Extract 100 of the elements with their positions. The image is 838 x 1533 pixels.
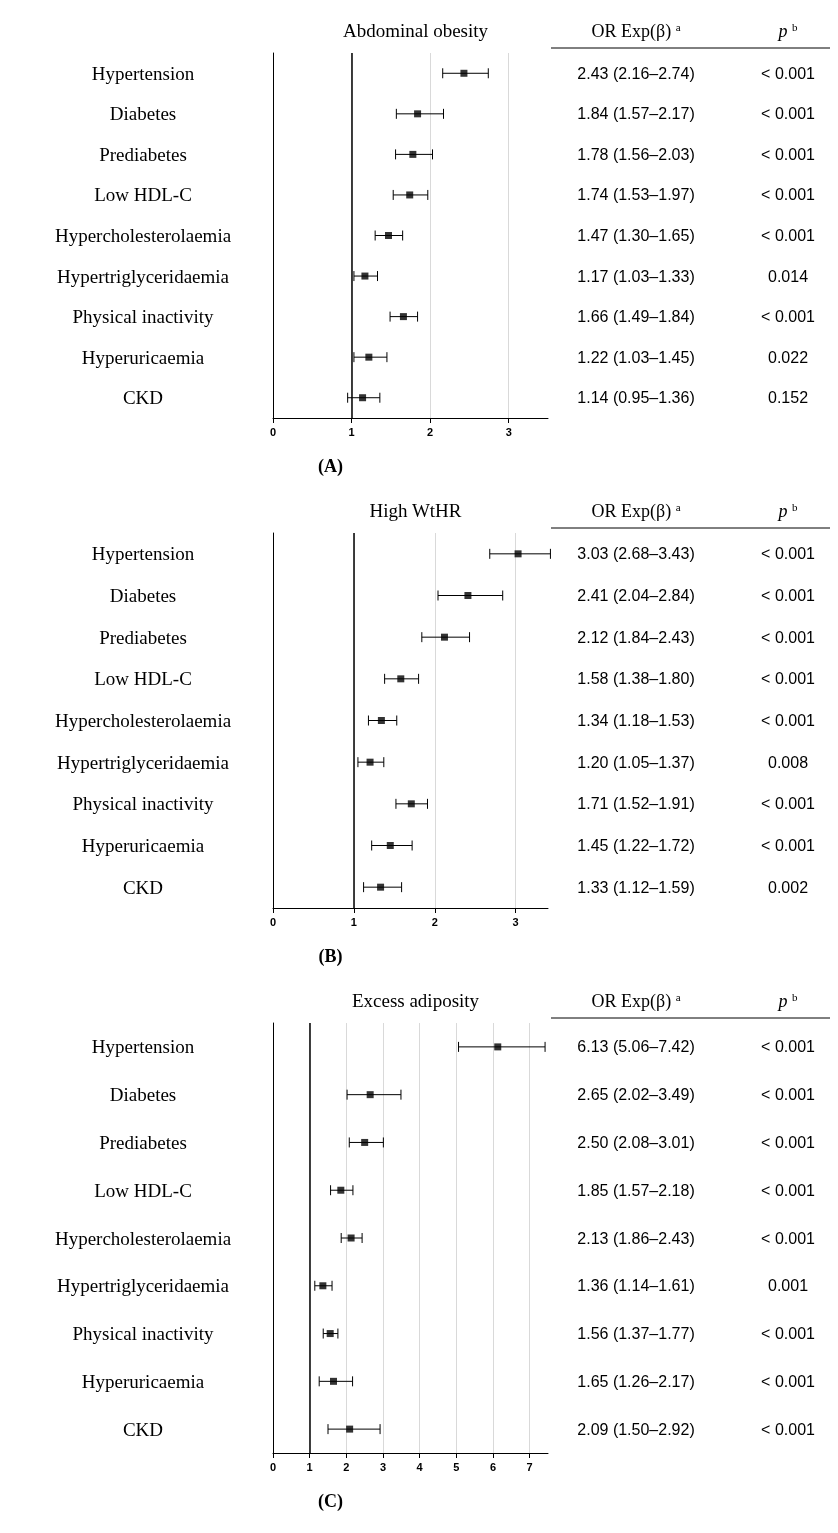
y-tick-label: Physical inactivity [72, 793, 214, 815]
point [361, 1138, 369, 1146]
text: 0.014 [767, 267, 809, 285]
chart-title: Excess adiposity [351, 990, 480, 1011]
text: (C) [318, 1491, 343, 1512]
y-tick-label: Low HDL-C [94, 668, 192, 690]
data-label: 1.47 (1.30–1.65) [577, 227, 695, 244]
y-tick-label: Diabetes [109, 103, 177, 125]
x-tick-label: 2 [431, 915, 438, 928]
y-tick-label: Prediabetes [99, 143, 187, 165]
text: < 0.001 [761, 186, 816, 204]
point [377, 883, 385, 891]
x-tick-label: 1 [348, 425, 355, 438]
y-tick-label: Hyperuricaemia [81, 1370, 205, 1392]
y-tick-label: Physical inactivity [72, 1323, 214, 1345]
data-label: 1.34 (1.18–1.53) [577, 712, 695, 729]
x-tick-label: 3 [505, 425, 512, 438]
point [347, 1234, 355, 1242]
data-label: 2.09 (1.50–2.92) [577, 1420, 695, 1438]
point [337, 1186, 345, 1194]
point [407, 800, 415, 808]
point [319, 1282, 327, 1290]
text: 0.001 [767, 1277, 809, 1295]
y-tick-label: Low HDL-C [94, 1179, 192, 1201]
data-label: 2.43 (2.16–2.74) [577, 64, 695, 82]
point [406, 191, 414, 199]
x-tick-label: 2 [343, 1460, 350, 1473]
point [377, 717, 385, 724]
text: < 0.001 [761, 227, 816, 244]
point [494, 1043, 502, 1051]
x-tick-label: 1 [306, 1460, 313, 1473]
x-tick-label: 3 [379, 1460, 387, 1473]
data-label: 1.45 (1.22–1.72) [577, 837, 695, 854]
data-label: 1.56 (1.37–1.77) [577, 1325, 695, 1343]
text: < 0.001 [761, 1229, 816, 1247]
text: 0.008 [767, 753, 809, 771]
text: p b [776, 21, 798, 41]
text: < 0.001 [761, 1181, 816, 1199]
text: < 0.001 [761, 1038, 816, 1056]
data-label: 1.65 (1.26–2.17) [577, 1372, 695, 1390]
point [414, 110, 422, 118]
data-label: 2.13 (1.86–2.43) [577, 1229, 695, 1247]
data-label: 1.66 (1.49–1.84) [577, 308, 695, 326]
text: p b [776, 501, 798, 521]
y-tick-label: Hypercholesterolaemia [54, 710, 232, 731]
point [385, 232, 392, 239]
data-label: 1.71 (1.52–1.91) [577, 795, 695, 813]
text: < 0.001 [761, 545, 816, 563]
chart-title: High WtHR [369, 500, 462, 521]
text: < 0.001 [761, 837, 816, 854]
data-label: 2.12 (1.84–2.43) [577, 628, 695, 646]
point [514, 550, 522, 558]
text: < 0.001 [761, 1133, 816, 1151]
data-label: 1.84 (1.57–2.17) [577, 105, 695, 123]
y-tick-label: Diabetes [109, 1084, 177, 1106]
data-label: 1.85 (1.57–2.18) [577, 1181, 695, 1199]
text: < 0.001 [761, 1086, 816, 1104]
text: OR Exp(β) a [591, 21, 681, 42]
point [365, 353, 373, 361]
text: 0.022 [767, 348, 809, 366]
x-tick-label: 6 [489, 1460, 497, 1473]
y-tick-label: Hypertension [91, 62, 195, 84]
text: < 0.001 [761, 712, 816, 729]
y-tick-label: Hypertension [91, 543, 195, 565]
text: < 0.001 [761, 1325, 816, 1343]
text: p b [776, 991, 798, 1011]
y-tick-label: CKD [122, 387, 164, 409]
data-label: 6.13 (5.06–7.42) [577, 1038, 695, 1056]
data-label: 1.33 (1.12–1.59) [577, 878, 695, 896]
text: (A) [318, 456, 343, 477]
point [359, 394, 367, 402]
text: (B) [318, 946, 343, 967]
data-label: 1.78 (1.56–2.03) [577, 145, 695, 163]
point [330, 1377, 337, 1385]
data-label: 3.03 (2.68–3.43) [577, 545, 695, 563]
text: OR Exp(β) a [591, 991, 681, 1012]
y-tick-label: Hyperuricaemia [81, 835, 205, 856]
point [326, 1330, 334, 1338]
point [397, 675, 405, 683]
y-tick-label: Prediabetes [99, 626, 187, 648]
point [361, 272, 369, 280]
x-tick-label: 5 [453, 1460, 460, 1473]
x-tick-label: 0 [269, 1460, 277, 1473]
y-tick-label: CKD [122, 1418, 164, 1440]
x-tick-label: 1 [350, 915, 357, 928]
x-tick-label: 4 [416, 1460, 424, 1473]
text: 0.002 [767, 878, 809, 896]
text: < 0.001 [761, 105, 816, 123]
data-label: 1.36 (1.14–1.61) [577, 1277, 695, 1295]
point [409, 150, 417, 158]
text: < 0.001 [761, 145, 816, 163]
point [346, 1425, 354, 1433]
y-tick-label: Hypercholesterolaemia [54, 225, 232, 246]
text: < 0.001 [761, 628, 816, 646]
data-label: 1.20 (1.05–1.37) [577, 753, 695, 771]
x-tick-label: 3 [512, 915, 519, 928]
y-tick-label: Low HDL-C [94, 184, 192, 206]
text: 0.152 [767, 389, 809, 407]
x-tick-label: 0 [269, 915, 277, 928]
data-label: 2.41 (2.04–2.84) [577, 587, 695, 604]
